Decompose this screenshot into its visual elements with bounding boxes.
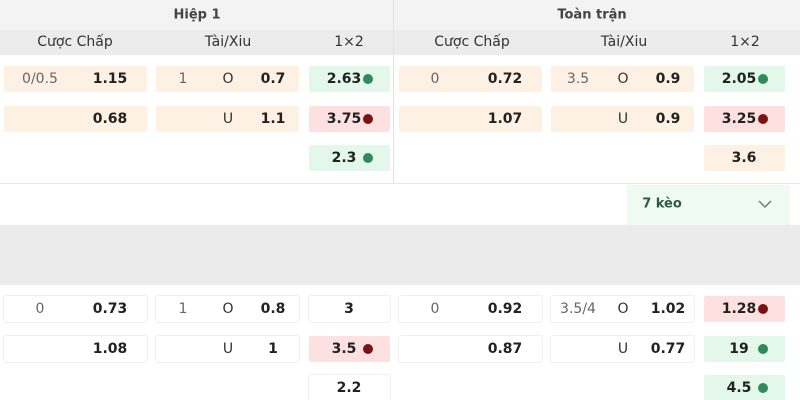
total-side: O: [222, 301, 234, 317]
header-bar: [0, 0, 800, 30]
column-title: Tài/Xiu: [204, 34, 252, 50]
period-title: Hiệp 1: [173, 7, 221, 23]
odds-value: 0.68: [92, 111, 128, 127]
odds-value: 2.3: [331, 150, 357, 166]
period-title: Toàn trận: [557, 7, 627, 23]
total-side: U: [222, 111, 234, 127]
handicap-cell[interactable]: 0.68: [4, 106, 147, 132]
1x2-cell[interactable]: 19: [704, 336, 785, 362]
trend-dot: [758, 344, 768, 354]
column-title: Tài/Xiu: [600, 34, 648, 50]
total-cell[interactable]: 3.5/4 O 1.02: [551, 296, 694, 322]
handicap-line: 0/0.5: [22, 71, 58, 87]
handicap-cell[interactable]: 0.87: [399, 336, 542, 362]
1x2-cell[interactable]: 2.2: [309, 375, 390, 400]
more-markets-label: 7 kèo: [642, 196, 682, 212]
trend-dot: [363, 74, 373, 84]
trend-dot: [363, 344, 373, 354]
handicap-cell[interactable]: 0/0.5 1.15: [4, 66, 147, 92]
odds-value: 1.28: [721, 301, 757, 317]
total-line: 3.5/4: [560, 301, 596, 317]
odds-value: 3.6: [731, 150, 757, 166]
handicap-line: 0: [35, 301, 45, 317]
total-side: O: [617, 301, 629, 317]
total-line: 1: [178, 71, 188, 87]
odds-value: 3: [344, 301, 354, 317]
odds-value: 1.02: [650, 301, 686, 317]
total-side: O: [617, 71, 629, 87]
chevron-icon: [758, 200, 772, 209]
odds-value: 1.15: [92, 71, 128, 87]
1x2-cell[interactable]: 3: [309, 296, 390, 322]
odds-value: 1.08: [92, 341, 128, 357]
total-cell[interactable]: 1 O 0.7: [156, 66, 299, 92]
odds-value: 2.63: [326, 71, 362, 87]
total-line: 3.5: [566, 71, 590, 87]
odds-value: 4.5: [726, 380, 752, 396]
column-title: Cược Chấp: [37, 34, 113, 50]
match-separator: [0, 225, 800, 285]
total-cell[interactable]: 1 O 0.8: [156, 296, 299, 322]
odds-value: 3.75: [326, 111, 362, 127]
trend-dot: [758, 74, 768, 84]
odds-value: 0.7: [260, 71, 286, 87]
trend-dot: [758, 383, 768, 393]
odds-value: 0.72: [487, 71, 523, 87]
odds-value: 1.07: [487, 111, 523, 127]
handicap-cell[interactable]: 0 0.73: [4, 296, 147, 322]
column-title: 1×2: [334, 34, 364, 50]
trend-dot: [363, 114, 373, 124]
trend-dot: [758, 114, 768, 124]
odds-value: 2.2: [336, 380, 362, 396]
odds-value: 2.05: [721, 71, 757, 87]
total-side: U: [617, 111, 629, 127]
1x2-cell[interactable]: 2.05: [704, 66, 785, 92]
1x2-cell[interactable]: 4.5: [704, 375, 785, 400]
odds-value: 0.9: [655, 111, 681, 127]
handicap-cell[interactable]: 1.08: [4, 336, 147, 362]
1x2-cell[interactable]: 1.28: [704, 296, 785, 322]
total-side: U: [222, 341, 234, 357]
total-cell[interactable]: U 1.1: [156, 106, 299, 132]
total-side: O: [222, 71, 234, 87]
odds-value: 0.73: [92, 301, 128, 317]
odds-value: 0.8: [260, 301, 286, 317]
divider: [393, 0, 394, 183]
odds-value: 3.5: [331, 341, 357, 357]
handicap-cell[interactable]: 0 0.72: [399, 66, 542, 92]
1x2-cell[interactable]: 3.75: [309, 106, 390, 132]
odds-value: 1: [268, 341, 278, 357]
odds-value: 0.92: [487, 301, 523, 317]
odds-value: 3.25: [721, 111, 757, 127]
odds-value: 0.9: [655, 71, 681, 87]
total-cell[interactable]: 3.5 O 0.9: [551, 66, 694, 92]
column-title: 1×2: [730, 34, 760, 50]
more-markets-button[interactable]: 7 kèo: [627, 185, 790, 225]
column-header-bar: [0, 30, 800, 55]
total-cell[interactable]: U 0.9: [551, 106, 694, 132]
handicap-line: 0: [430, 71, 440, 87]
odds-value: 0.87: [487, 341, 523, 357]
odds-value: 0.77: [650, 341, 686, 357]
trend-dot: [758, 304, 768, 314]
1x2-cell[interactable]: 3.5: [309, 336, 390, 362]
total-side: U: [617, 341, 629, 357]
trend-dot: [363, 153, 373, 163]
column-title: Cược Chấp: [434, 34, 510, 50]
divider: [0, 183, 800, 184]
1x2-cell[interactable]: 2.3: [309, 145, 390, 171]
1x2-cell[interactable]: 2.63: [309, 66, 390, 92]
total-cell[interactable]: U 0.77: [551, 336, 694, 362]
1x2-cell[interactable]: 3.25: [704, 106, 785, 132]
odds-value: 1.1: [260, 111, 286, 127]
handicap-cell[interactable]: 1.07: [399, 106, 542, 132]
total-line: 1: [178, 301, 188, 317]
handicap-cell[interactable]: 0 0.92: [399, 296, 542, 322]
1x2-cell[interactable]: 3.6: [704, 145, 785, 171]
handicap-line: 0: [430, 301, 440, 317]
odds-value: 19: [729, 341, 749, 357]
